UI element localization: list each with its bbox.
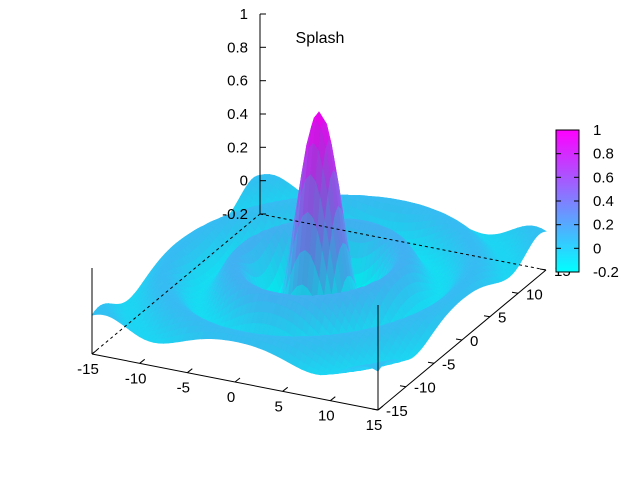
z-tick-label: 0.8 (227, 39, 248, 56)
y-tick-label: -10 (414, 380, 436, 397)
x-tick (282, 386, 289, 392)
colorbar-tick-label: -0.2 (593, 264, 619, 281)
x-tick-label: 0 (227, 389, 235, 406)
colorbar-tick-label: 0 (593, 240, 601, 257)
x-tick-label: -10 (125, 370, 147, 387)
y-tick (455, 338, 463, 341)
z-tick-label: 0 (240, 173, 248, 190)
colorbar-tick-label: 0.8 (593, 146, 614, 163)
x-tick-label: 10 (318, 408, 335, 425)
z-tick-label: 1 (240, 6, 248, 23)
base-back-edge (91, 213, 261, 355)
y-tick-label: 0 (470, 333, 478, 350)
x-tick (377, 405, 384, 411)
z-tick-label: 0.4 (227, 106, 248, 123)
x-tick (329, 396, 336, 402)
surface-facet (372, 364, 382, 372)
surface-mesh (91, 111, 547, 376)
colorbar: -0.2 0 0.2 0.4 0.6 0.8 1 (555, 122, 619, 281)
x-tick (91, 349, 98, 355)
x-tick-label: -5 (177, 380, 190, 397)
y-tick (371, 408, 379, 411)
colorbar-tick-label: 0.6 (593, 169, 614, 186)
x-tick (139, 358, 146, 364)
colorbar-tick-label: 1 (593, 122, 601, 139)
z-tick-label: -0.2 (222, 206, 248, 223)
x-tick (234, 377, 241, 383)
y-tick (511, 291, 519, 294)
y-tick (399, 385, 407, 388)
x-tick-label: 5 (275, 398, 283, 415)
y-tick (539, 268, 547, 271)
y-tick-label: 5 (498, 310, 506, 327)
y-tick-label: -5 (442, 356, 455, 373)
chart-title: Splash (296, 30, 345, 47)
z-tick-label: 0.2 (227, 139, 248, 156)
x-tick (186, 368, 193, 374)
y-tick-label: 10 (526, 286, 543, 303)
y-tick-label: -15 (386, 403, 408, 420)
y-tick (427, 361, 435, 364)
colorbar-tick-label: 0.4 (593, 193, 614, 210)
x-tick-label: -15 (77, 361, 99, 378)
y-tick (483, 315, 491, 318)
x-tick-label: 15 (366, 417, 383, 434)
colorbar-tick-label: 0.2 (593, 217, 614, 234)
base-back-edge (259, 213, 547, 271)
z-tick-label: 0.6 (227, 73, 248, 90)
